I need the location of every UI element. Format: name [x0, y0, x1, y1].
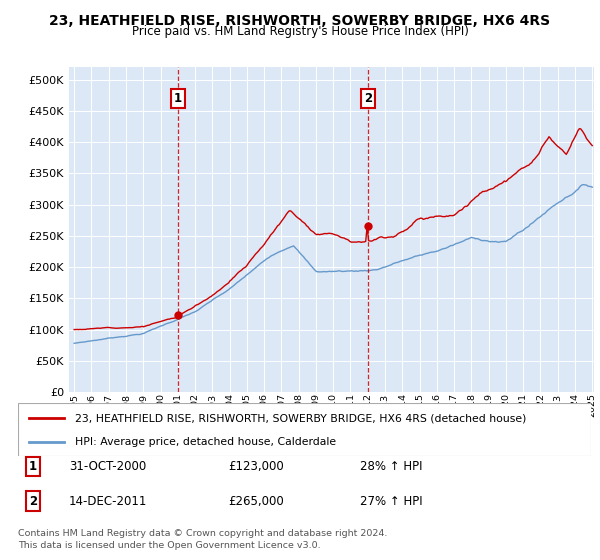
Text: 1: 1: [29, 460, 37, 473]
Text: 27% ↑ HPI: 27% ↑ HPI: [360, 494, 422, 508]
Text: 28% ↑ HPI: 28% ↑ HPI: [360, 460, 422, 473]
Text: 2: 2: [364, 91, 372, 105]
Text: 2: 2: [29, 494, 37, 508]
Text: £265,000: £265,000: [228, 494, 284, 508]
Text: 31-OCT-2000: 31-OCT-2000: [69, 460, 146, 473]
Text: 14-DEC-2011: 14-DEC-2011: [69, 494, 148, 508]
Text: Price paid vs. HM Land Registry's House Price Index (HPI): Price paid vs. HM Land Registry's House …: [131, 25, 469, 38]
Text: £123,000: £123,000: [228, 460, 284, 473]
Text: 1: 1: [174, 91, 182, 105]
Text: 23, HEATHFIELD RISE, RISHWORTH, SOWERBY BRIDGE, HX6 4RS: 23, HEATHFIELD RISE, RISHWORTH, SOWERBY …: [49, 14, 551, 28]
Text: Contains HM Land Registry data © Crown copyright and database right 2024.
This d: Contains HM Land Registry data © Crown c…: [18, 529, 388, 550]
Text: HPI: Average price, detached house, Calderdale: HPI: Average price, detached house, Cald…: [76, 436, 337, 446]
Text: 23, HEATHFIELD RISE, RISHWORTH, SOWERBY BRIDGE, HX6 4RS (detached house): 23, HEATHFIELD RISE, RISHWORTH, SOWERBY …: [76, 413, 527, 423]
